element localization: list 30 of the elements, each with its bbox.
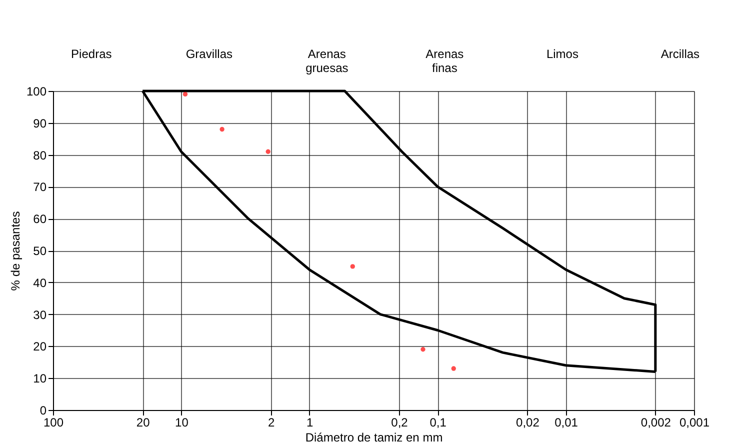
- y-tick-label: 90: [33, 116, 47, 130]
- text: Gravillas: [186, 47, 233, 61]
- x-tick-label: 2: [268, 416, 275, 430]
- y-tick-label: 100: [26, 84, 47, 98]
- x-tick-label: 20: [136, 416, 150, 430]
- x-tick-label: 0,2: [391, 416, 408, 430]
- y-tick-label: 60: [33, 212, 47, 226]
- y-tick-label: 40: [33, 276, 47, 290]
- y-tick-label: 80: [33, 148, 47, 162]
- y-tick-label: 0: [40, 404, 47, 418]
- text: Piedras: [71, 47, 112, 61]
- y-axis-title: % de pasantes: [8, 211, 22, 291]
- x-axis-title: Diámetro de tamiz en mm: [305, 430, 443, 444]
- y-tick-label: 30: [33, 308, 47, 322]
- y-tick-label: 10: [33, 372, 47, 386]
- x-tick-label: 10: [175, 416, 189, 430]
- x-tick-label: 0,1: [430, 416, 447, 430]
- text: Limos: [546, 47, 578, 61]
- y-tick-label: 70: [33, 180, 47, 194]
- x-tick-label: 0,02: [516, 416, 540, 430]
- x-tick-label: 1: [306, 416, 314, 430]
- x-tick-label: 100: [43, 416, 64, 430]
- y-tick-label: 20: [33, 340, 47, 354]
- text: Arenas gruesas: [306, 47, 348, 75]
- y-tick-label: 50: [33, 244, 47, 258]
- text: Arcillas: [660, 47, 700, 61]
- x-tick-label: 0,001: [679, 416, 710, 430]
- x-tick-label: 0,01: [554, 416, 578, 430]
- x-tick-label: 0,002: [640, 416, 672, 430]
- text: Arenas finas: [426, 47, 464, 75]
